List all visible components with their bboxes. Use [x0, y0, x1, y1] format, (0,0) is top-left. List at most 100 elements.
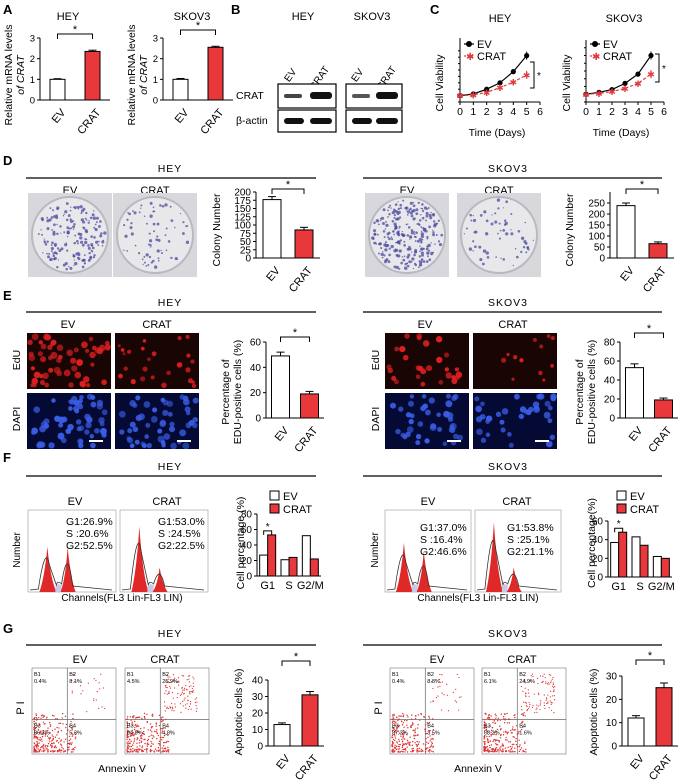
event-dot	[45, 744, 47, 747]
f-hey-legend-ev: EV	[283, 491, 298, 503]
x-tick-label: CRAT	[75, 107, 103, 137]
event-dot	[391, 736, 393, 739]
cell-nucleus	[118, 373, 123, 379]
colony	[153, 230, 156, 233]
colony	[524, 221, 526, 224]
event-dot	[456, 673, 458, 676]
event-dot	[519, 744, 521, 746]
event-dot	[484, 725, 487, 727]
event-dot	[532, 676, 534, 678]
cell-nucleus	[387, 367, 394, 374]
colony	[143, 215, 146, 218]
event-dot	[493, 739, 495, 741]
colony	[389, 204, 392, 207]
event-dot	[142, 733, 145, 735]
colony	[80, 240, 84, 244]
event-dot	[39, 739, 41, 741]
event-dot	[398, 718, 400, 720]
quadrant-pct: 5.3%	[69, 731, 82, 737]
event-dot	[532, 704, 534, 707]
event-dot	[494, 748, 497, 751]
event-dot	[552, 676, 554, 679]
event-dot	[538, 693, 540, 696]
event-dot	[495, 715, 497, 717]
cell-nucleus	[402, 354, 409, 361]
event-dot	[528, 701, 530, 704]
event-dot	[495, 739, 497, 741]
colony	[66, 249, 69, 252]
event-dot	[494, 713, 497, 715]
colony	[56, 232, 59, 236]
event-dot	[459, 696, 461, 698]
x-tick-label: G2/M	[297, 580, 324, 592]
event-dot	[188, 686, 190, 688]
colony	[84, 228, 88, 233]
cell-nucleus	[170, 442, 177, 450]
colony	[51, 241, 54, 245]
event-dot	[41, 740, 43, 742]
cell-nucleus	[523, 409, 530, 415]
bar-ev-s	[631, 536, 641, 578]
event-dot	[138, 731, 140, 733]
colony	[403, 240, 406, 243]
x-tick-label: 4	[510, 106, 516, 118]
event-dot	[416, 727, 419, 729]
colony	[387, 209, 389, 212]
c-skov-xlabel: Time (Days)	[593, 127, 650, 139]
cell-nucleus	[182, 442, 190, 450]
event-dot	[486, 717, 489, 719]
event-dot	[394, 737, 397, 739]
event-dot	[546, 698, 548, 700]
cell-nucleus	[73, 405, 80, 412]
event-dot	[44, 735, 47, 737]
cell-nucleus	[146, 442, 153, 449]
event-dot	[424, 751, 427, 753]
d-hey-plate-crat	[113, 193, 197, 277]
event-dot	[162, 741, 165, 744]
quadrant-id: B4	[162, 724, 169, 730]
colony	[155, 238, 158, 242]
event-dot	[404, 738, 406, 740]
event-dot	[545, 681, 547, 683]
colony	[143, 255, 146, 258]
event-dot	[130, 751, 132, 753]
f-hey-legend-ev-swatch	[269, 490, 280, 501]
plate-dish	[460, 196, 538, 274]
colony	[420, 214, 422, 216]
colony	[99, 234, 103, 238]
colony	[485, 251, 489, 255]
event-dot	[128, 739, 131, 741]
cell-nucleus	[65, 428, 72, 435]
event-dot	[162, 719, 164, 722]
colony	[79, 205, 83, 209]
cell-nucleus	[185, 422, 192, 429]
colony	[398, 249, 402, 253]
y-tick-label: 40	[592, 535, 604, 546]
event-dot	[46, 716, 48, 719]
event-dot	[526, 709, 529, 711]
event-dot	[484, 723, 486, 726]
colony	[402, 233, 406, 237]
a-skov-title: SKOV3	[174, 11, 211, 23]
event-dot	[60, 751, 62, 753]
colony	[57, 259, 60, 261]
event-dot	[406, 724, 408, 726]
event-dot	[513, 729, 516, 731]
colony	[375, 219, 380, 223]
event-dot	[430, 744, 433, 746]
event-dot	[171, 709, 173, 712]
bar-crat	[300, 393, 319, 419]
c-hey-sig: *	[537, 71, 541, 82]
cell-nucleus	[539, 344, 544, 349]
event-dot	[165, 733, 167, 735]
event-dot	[524, 680, 526, 682]
colony	[66, 235, 69, 238]
cell-nucleus	[499, 419, 505, 425]
g1-peak	[395, 542, 413, 592]
event-dot	[126, 745, 129, 747]
event-dot	[135, 724, 137, 726]
event-dot	[509, 751, 512, 753]
colony	[167, 240, 171, 243]
chart-c-hey: 0 1 2 3 4 5 6✱ ✱ ✱ ✱✱✱	[456, 38, 543, 118]
colony	[393, 265, 397, 269]
